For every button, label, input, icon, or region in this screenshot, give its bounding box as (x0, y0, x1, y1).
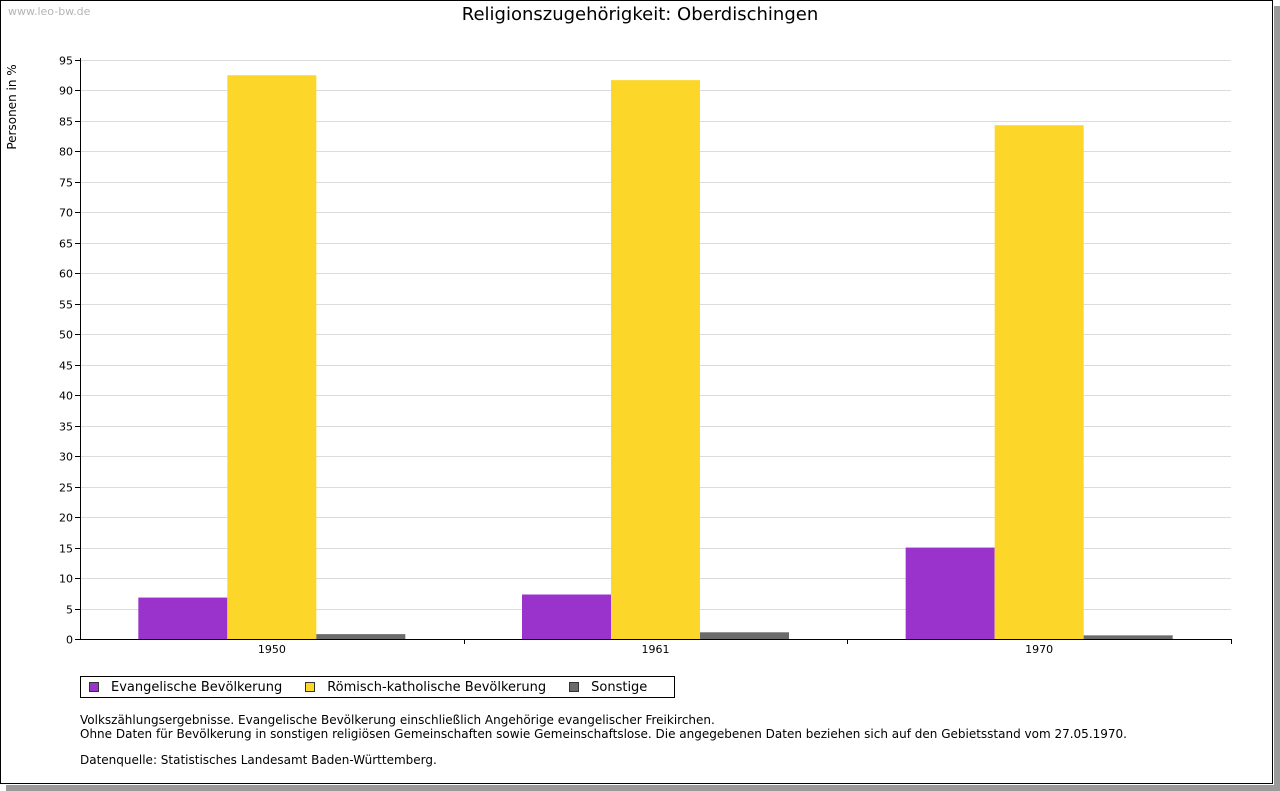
bar (1083, 635, 1173, 639)
legend-swatch-sonstige (569, 682, 580, 692)
y-tick-label: 25 (59, 482, 73, 495)
x-tick-label: 1961 (642, 643, 670, 656)
y-tick-label: 90 (59, 85, 73, 98)
legend-item-katholisch: Römisch-katholische Bevölkerung (305, 680, 546, 695)
bar (905, 547, 995, 639)
legend-swatch-katholisch (305, 682, 316, 692)
bar (994, 125, 1084, 639)
y-tick-label: 30 (59, 451, 73, 464)
chart-notes: Volkszählungsergebnisse. Evangelische Be… (80, 713, 1127, 741)
bar (138, 597, 228, 639)
bar (227, 75, 317, 640)
bar (700, 632, 789, 639)
y-tick-label: 85 (59, 116, 73, 129)
note-line-1: Volkszählungsergebnisse. Evangelische Be… (80, 713, 715, 727)
y-tick-label: 35 (59, 421, 73, 434)
y-tick-label: 15 (59, 543, 73, 556)
data-source: Datenquelle: Statistisches Landesamt Bad… (80, 753, 437, 767)
y-tick-label: 55 (59, 299, 73, 312)
frame-shadow-bottom (6, 785, 1280, 791)
y-tick-label: 80 (59, 146, 73, 159)
bar-chart: 0 5 10 15 20 25 30 35 40 45 50 55 60 65 70 75 80 85 90 95 19… (5, 55, 1232, 656)
legend-label-katholisch: Römisch-katholische Bevölkerung (327, 679, 547, 695)
y-tick-label: 20 (59, 512, 73, 525)
y-tick-label: 60 (59, 268, 73, 281)
bar (316, 634, 406, 639)
legend-item-sonstige: Sonstige (569, 680, 647, 695)
y-tick-label: 45 (59, 360, 73, 373)
legend-label-sonstige: Sonstige (591, 679, 648, 695)
bar (611, 80, 700, 640)
y-tick-label: 70 (59, 207, 73, 220)
y-axis-label: Personen in % (5, 64, 19, 149)
y-tick-label: 0 (66, 634, 73, 647)
y-tick-label: 5 (66, 604, 73, 617)
y-tick-label: 50 (59, 329, 73, 342)
y-tick-label: 40 (59, 390, 73, 403)
y-tick-label: 10 (59, 573, 73, 586)
legend-swatch-evangelisch (89, 682, 99, 692)
frame-shadow-right (1274, 6, 1280, 791)
y-tick-label: 95 (59, 55, 73, 68)
y-tick-label: 65 (59, 238, 73, 251)
y-tick-label: 75 (59, 177, 73, 190)
legend-item-evangelisch: Evangelische Bevölkerung (89, 680, 282, 695)
x-tick-label: 1970 (1025, 643, 1053, 656)
legend-label-evangelisch: Evangelische Bevölkerung (111, 679, 283, 695)
note-line-2: Ohne Daten für Bevölkerung in sonstigen … (80, 727, 1127, 741)
chart-title: Religionszugehörigkeit: Oberdischingen (461, 4, 819, 25)
watermark: www.leo-bw.de (8, 5, 91, 18)
x-tick-label: 1950 (258, 643, 286, 656)
legend: Evangelische Bevölkerung Römisch-katholi… (80, 676, 675, 698)
bar (522, 594, 611, 639)
